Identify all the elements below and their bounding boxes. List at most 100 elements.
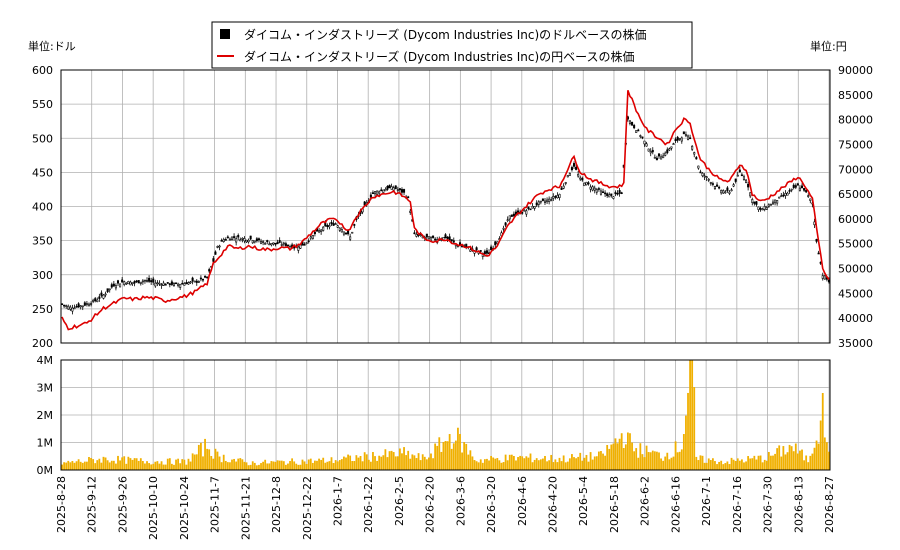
volume-bar: [691, 360, 694, 470]
volume-bar: [168, 458, 171, 470]
volume-bar: [434, 443, 437, 470]
volume-bar: [488, 460, 490, 470]
usd-candle-body: [228, 238, 231, 241]
volume-bar: [486, 458, 488, 470]
x-tick-label: 2025-9-12: [86, 476, 99, 533]
right-tick-label: 85000: [838, 89, 873, 102]
volume-bar: [357, 457, 360, 470]
volume-bar: [338, 460, 341, 470]
volume-bar: [687, 392, 689, 470]
volume-bar: [813, 447, 816, 470]
usd-candle-body: [558, 193, 561, 198]
usd-candle-body: [670, 146, 673, 149]
usd-candle-body: [342, 231, 345, 235]
volume-bar: [179, 463, 182, 470]
volume-bar: [647, 452, 650, 470]
usd-candle-body: [398, 188, 401, 191]
volume-bar: [121, 457, 124, 470]
volume-bar: [334, 460, 337, 470]
volume-bar: [152, 463, 155, 470]
volume-bar: [382, 455, 385, 470]
volume-bar: [730, 457, 733, 470]
volume-bar: [722, 464, 725, 470]
volume-bar: [243, 461, 246, 470]
volume-bar: [475, 461, 478, 470]
volume-bar: [755, 459, 758, 470]
volume-bar: [658, 452, 660, 470]
usd-candle-body: [127, 281, 130, 285]
volume-bar: [579, 452, 582, 470]
usd-candle-body: [299, 244, 302, 249]
volume-bar: [262, 461, 264, 470]
usd-candle-body: [137, 280, 140, 284]
usd-candle-body: [251, 240, 254, 244]
volume-bar: [376, 460, 378, 470]
usd-candle-body: [738, 169, 741, 173]
volume-bar: [794, 443, 797, 470]
usd-candle-body: [792, 184, 795, 188]
volume-bar: [662, 460, 665, 470]
volume-bar: [562, 455, 565, 470]
volume-bar: [206, 448, 209, 470]
usd-candle-body: [483, 251, 486, 254]
volume-bar: [330, 457, 333, 470]
volume-bar: [110, 460, 113, 470]
volume-bar: [467, 454, 470, 470]
x-tick-label: 2026-8-27: [823, 476, 836, 533]
usd-candle-body: [235, 238, 238, 243]
right-axis-ticks: 35000 40000 45000 50000 55000 60000 65000 70000…: [838, 64, 873, 350]
usd-candle-body: [827, 279, 830, 283]
volume-tick-label: 3M: [37, 382, 54, 395]
volume-bar: [210, 456, 213, 470]
volume-bar: [369, 461, 372, 470]
volume-bar: [164, 464, 167, 470]
usd-candle-body: [158, 282, 161, 285]
volume-bar: [780, 456, 783, 470]
volume-bar: [403, 447, 405, 470]
volume-bar: [811, 453, 814, 470]
volume-bar: [226, 462, 229, 470]
volume-bar: [513, 456, 515, 470]
x-tick-label: 2026-7-16: [731, 476, 744, 533]
usd-candle-body: [566, 175, 569, 178]
x-axis-labels: 2025-8-28 2025-9-12 2025-9-26 2025-10-10 202…: [55, 476, 836, 540]
usd-candle-body: [224, 239, 227, 241]
volume-bar: [790, 446, 793, 470]
usd-candle-body: [170, 281, 173, 285]
volume-bar: [463, 442, 466, 470]
usd-candle-body: [218, 245, 221, 248]
usd-candle-body: [175, 282, 178, 285]
volume-bar: [137, 460, 140, 470]
volume-bar: [674, 441, 677, 470]
volume-bar: [653, 451, 656, 470]
right-tick-label: 65000: [838, 188, 873, 201]
usd-candle-body: [479, 250, 482, 252]
usd-candle-body: [689, 137, 692, 140]
volume-bar: [311, 462, 314, 470]
usd-candle-body: [85, 303, 88, 305]
usd-candle-body: [353, 224, 356, 226]
usd-candle-body: [728, 191, 731, 194]
volume-bar: [343, 456, 345, 470]
usd-candle-body: [282, 242, 285, 245]
volume-bar: [705, 462, 708, 470]
volume-bar: [707, 458, 710, 470]
usd-candle-body: [610, 193, 613, 196]
volume-bar: [284, 464, 287, 470]
usd-candle-body: [716, 184, 719, 187]
usd-candle-body: [599, 190, 602, 195]
usd-candle-body: [655, 157, 658, 161]
volume-bar: [529, 453, 532, 470]
volume-bar: [144, 463, 146, 470]
volume-bar: [104, 457, 107, 470]
volume-bar: [162, 464, 165, 470]
volume-bar: [639, 443, 642, 470]
usd-candle-body: [568, 173, 571, 176]
usd-candle-body: [257, 238, 260, 241]
volume-bar: [237, 458, 240, 470]
volume-bar: [98, 458, 101, 470]
usd-candle-body: [664, 152, 667, 156]
volume-bar: [452, 443, 455, 470]
x-tick-label: 2026-6-2: [639, 476, 652, 526]
usd-candle-body: [660, 156, 663, 160]
